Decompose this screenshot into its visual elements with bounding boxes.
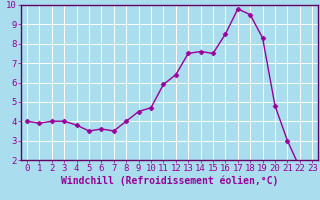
X-axis label: Windchill (Refroidissement éolien,°C): Windchill (Refroidissement éolien,°C)	[61, 176, 278, 186]
